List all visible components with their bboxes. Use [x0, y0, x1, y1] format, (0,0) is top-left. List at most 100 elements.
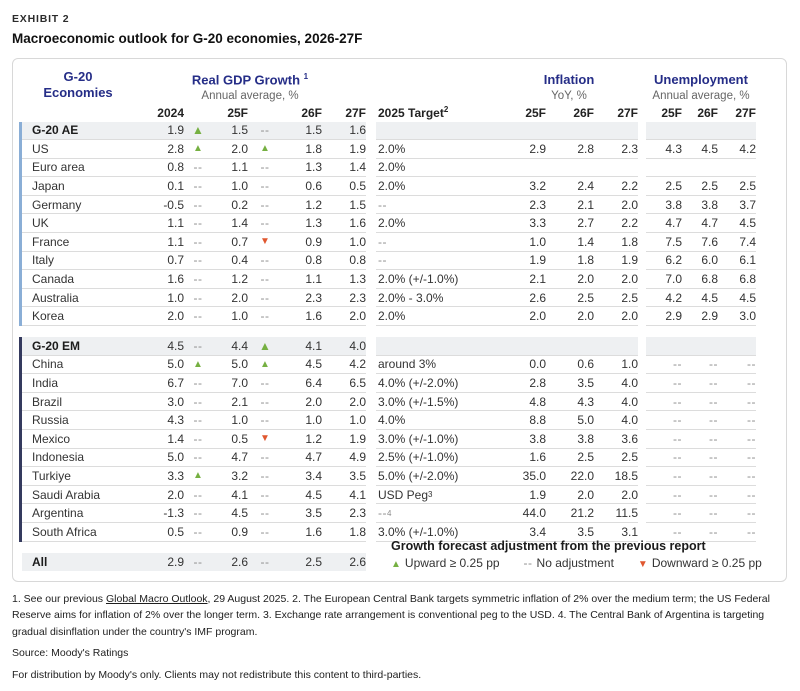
cell-u25: 6.2 — [646, 252, 682, 271]
global-macro-outlook-link[interactable]: Global Macro Outlook — [105, 593, 208, 606]
cell-i27 — [594, 121, 638, 141]
cell-g2024: 0.7 — [134, 252, 184, 271]
cell-u27: -- — [718, 486, 756, 505]
cell-g25: 4.1 — [212, 486, 248, 505]
cell-u25: 3.8 — [646, 196, 682, 215]
cell-u26: 4.5 — [682, 289, 718, 308]
cell-i25: 35.0 — [500, 467, 546, 486]
cell-name: Indonesia — [22, 449, 134, 468]
cell-i26: 2.5 — [546, 449, 594, 468]
cell-g26: 6.4 — [282, 374, 322, 393]
cell-i26: 2.5 — [546, 289, 594, 308]
exhibit-label: EXHIBIT 2 — [12, 13, 70, 25]
cell-i26: 5.0 — [546, 411, 594, 430]
downward-arrow-icon: ▼ — [248, 233, 282, 252]
cell-u25: 2.5 — [646, 177, 682, 196]
cell-u26: 2.5 — [682, 177, 718, 196]
cell-u27: 4.5 — [718, 289, 756, 308]
page-title: Macroeconomic outlook for G-20 economies… — [12, 31, 363, 46]
cell-u26: 6.0 — [682, 252, 718, 271]
cell-u27: 6.1 — [718, 252, 756, 271]
cell-g25: 5.0 — [212, 356, 248, 375]
cell-i25 — [500, 159, 546, 178]
column-gap — [638, 177, 646, 196]
no-adjustment-dash: -- — [248, 177, 282, 196]
upward-arrow-icon: ▲ — [184, 121, 212, 141]
no-adjustment-dash: -- — [184, 270, 212, 289]
economies-header-line2: Economies — [43, 85, 113, 101]
cell-target: 2.0% — [376, 214, 500, 234]
cell-u26: -- — [682, 430, 718, 449]
cell-g26: 2.3 — [282, 289, 322, 308]
cell-g26: 1.2 — [282, 196, 322, 215]
cell-i27: 4.0 — [594, 411, 638, 430]
column-gap — [366, 252, 376, 271]
column-gap — [638, 467, 646, 486]
column-gap — [366, 411, 376, 430]
cell-i25: 3.3 — [500, 214, 546, 234]
cell-i27: 2.2 — [594, 214, 638, 234]
cell-u25: -- — [646, 523, 682, 542]
no-adjustment-dash: -- — [184, 523, 212, 542]
no-adjustment-dash: -- — [184, 486, 212, 505]
cell-i27: 4.0 — [594, 374, 638, 393]
cell-u25: 7.0 — [646, 270, 682, 289]
cell-i27: 2.0 — [594, 270, 638, 289]
cell-g27: 1.6 — [322, 214, 366, 234]
cell-u25 — [646, 159, 682, 178]
footnote-text-post: , 29 August 2025. 2. The European Centra… — [12, 593, 770, 638]
cell-i26: 0.6 — [546, 356, 594, 375]
cell-i26: 4.3 — [546, 393, 594, 412]
cell-u26 — [682, 121, 718, 141]
upward-arrow-icon: ▲ — [248, 337, 282, 356]
cell-g2024: 1.4 — [134, 430, 184, 449]
row-euro-area: Euro area 0.8 -- 1.1 -- 1.3 1.4 2.0% — [22, 159, 776, 178]
cell-u27: -- — [718, 504, 756, 523]
cell-g26: 1.3 — [282, 159, 322, 178]
cell-g2024: 1.0 — [134, 289, 184, 308]
cell-i25: 1.6 — [500, 449, 546, 468]
cell-u26 — [682, 159, 718, 178]
cell-i25: 2.6 — [500, 289, 546, 308]
cell-g27: 1.9 — [322, 430, 366, 449]
cell-u26: 6.8 — [682, 270, 718, 289]
column-gap — [366, 393, 376, 412]
cell-i26: 2.1 — [546, 196, 594, 215]
row-italy: Italy 0.7 -- 0.4 -- 0.8 0.8 -- 1.9 1.8 1.9 6.2 6.0 6.… — [22, 252, 776, 271]
table-body: G-20 AE 1.9 ▲ 1.5 -- 1.5 1.6 US 2.8 ▲ 2.0 ▲ 1.8 1.9 2.… — [19, 121, 776, 572]
legend-downward: ▼ Downward ≥ 0.25 pp — [638, 556, 762, 570]
cell-name: Germany — [22, 196, 134, 215]
no-adjustment-dash: -- — [248, 289, 282, 308]
cell-u26: 3.8 — [682, 196, 718, 215]
cell-g25: 2.0 — [212, 140, 248, 159]
cell-u25: -- — [646, 374, 682, 393]
cell-i25: 3.4 — [500, 523, 546, 542]
cell-g2024: 1.1 — [134, 233, 184, 252]
column-gap — [366, 122, 376, 141]
legend-items: ▲ Upward ≥ 0.25 pp -- No adjustment ▼ Downw… — [391, 556, 783, 570]
cell-i26: 3.5 — [546, 374, 594, 393]
cell-name: India — [22, 374, 134, 393]
cell-u27: -- — [718, 411, 756, 430]
cell-g27: 1.8 — [322, 523, 366, 542]
no-adjustment-dash: -- — [184, 393, 212, 412]
column-gap — [638, 270, 646, 289]
no-adjustment-dash: -- — [248, 196, 282, 215]
cell-g25: 3.2 — [212, 467, 248, 486]
column-gap — [366, 356, 376, 375]
no-adjustment-dash: -- — [184, 337, 212, 356]
column-gap — [638, 122, 646, 141]
cell-i26: 2.4 — [546, 177, 594, 196]
cell-g2024: 5.0 — [134, 356, 184, 375]
cell-target: 4.0% — [376, 411, 500, 430]
cell-g26: 0.8 — [282, 252, 322, 271]
cell-g26: 1.0 — [282, 411, 322, 430]
cell-name: Italy — [22, 252, 134, 271]
cell-u27: 2.5 — [718, 177, 756, 196]
cell-g2024: 2.0 — [134, 486, 184, 505]
no-adjustment-dash: -- — [248, 467, 282, 486]
cell-u25: -- — [646, 504, 682, 523]
cell-u25: -- — [646, 467, 682, 486]
column-gap — [638, 374, 646, 393]
cell-g2024: 4.5 — [134, 337, 184, 356]
